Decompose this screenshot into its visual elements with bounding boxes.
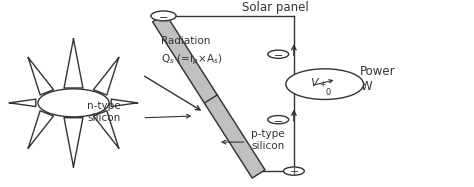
Ellipse shape bbox=[268, 50, 289, 58]
Ellipse shape bbox=[151, 11, 176, 21]
Text: p-type
silicon: p-type silicon bbox=[251, 129, 285, 151]
Text: Solar panel: Solar panel bbox=[242, 1, 308, 14]
Text: $-$: $-$ bbox=[273, 115, 283, 125]
Text: n-type
silicon: n-type silicon bbox=[88, 101, 121, 123]
Text: Q$_s$ (=I$_p$×A$_s$): Q$_s$ (=I$_p$×A$_s$) bbox=[161, 53, 223, 67]
Text: $-$: $-$ bbox=[158, 11, 169, 21]
Ellipse shape bbox=[283, 167, 304, 175]
Text: $-$: $-$ bbox=[273, 49, 283, 59]
Polygon shape bbox=[153, 14, 265, 178]
Ellipse shape bbox=[286, 69, 364, 99]
Text: $+$: $+$ bbox=[289, 166, 299, 177]
Text: Power
W: Power W bbox=[360, 65, 396, 93]
Text: $V_+$: $V_+$ bbox=[310, 76, 327, 90]
Ellipse shape bbox=[268, 116, 289, 124]
Text: 0: 0 bbox=[326, 88, 331, 97]
Text: Radiation: Radiation bbox=[161, 36, 210, 46]
